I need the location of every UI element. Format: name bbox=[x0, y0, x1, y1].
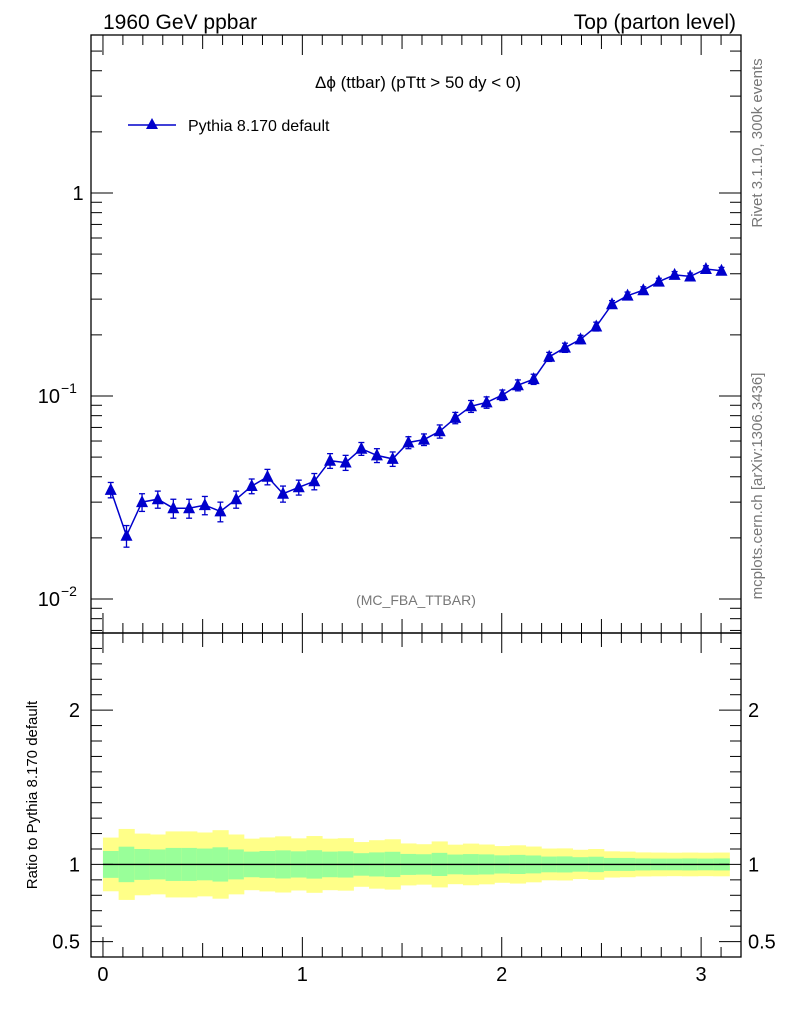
data-point bbox=[308, 474, 321, 487]
header-right-label: Top (parton level) bbox=[574, 11, 736, 34]
data-point bbox=[668, 267, 681, 280]
data-point bbox=[511, 378, 524, 391]
data-point bbox=[183, 501, 196, 514]
data-point bbox=[652, 274, 665, 287]
ratio-y-tick-label-right: 0.5 bbox=[748, 932, 776, 954]
data-point bbox=[230, 492, 243, 505]
legend-label: Pythia 8.170 default bbox=[188, 118, 330, 135]
data-point bbox=[605, 297, 618, 310]
plot-title: Δϕ (ttbar) (pTtt > 50 dy < 0) bbox=[315, 73, 521, 92]
mcplots-label: mcplots.cern.ch [arXiv:1306.3436] bbox=[749, 373, 766, 600]
data-point bbox=[465, 399, 478, 412]
ratio-plot-panel: 0.5 0.5 1 1 2 2 0 1 2 3 Ratio to Pythia 8.170 def… bbox=[24, 632, 776, 986]
data-point bbox=[480, 395, 493, 408]
data-point bbox=[370, 448, 383, 461]
data-point bbox=[120, 528, 133, 541]
y-tick-label: 10 bbox=[38, 386, 60, 408]
rivet-version-label: Rivet 3.1.10, 300k events bbox=[749, 58, 766, 227]
data-point bbox=[621, 288, 634, 301]
data-point bbox=[527, 372, 540, 385]
ratio-frame bbox=[90, 632, 742, 958]
data-point bbox=[574, 332, 587, 345]
y-tick-label: 10 bbox=[38, 589, 60, 611]
y-tick-label-exponent: −1 bbox=[61, 380, 77, 396]
data-point bbox=[261, 469, 274, 482]
data-point bbox=[543, 349, 556, 362]
data-point bbox=[339, 455, 352, 468]
y-tick-label-exponent: −2 bbox=[61, 583, 77, 599]
ratio-plot-axes: 0.5 0.5 1 1 2 2 0 1 2 3 bbox=[52, 632, 776, 986]
data-point bbox=[684, 269, 697, 282]
data-point bbox=[104, 482, 117, 495]
data-point bbox=[292, 480, 305, 493]
main-plot-panel: 10 −210 −11 Δϕ (ttbar) (pTtt > 50 dy < 0) … bbox=[38, 34, 742, 634]
analysis-label: (MC_FBA_TTBAR) bbox=[356, 592, 476, 608]
data-point bbox=[386, 451, 399, 464]
data-point bbox=[590, 319, 603, 332]
data-point bbox=[715, 263, 728, 276]
data-point bbox=[136, 495, 149, 508]
x-tick-label: 0 bbox=[97, 964, 108, 986]
ratio-y-tick-label-right: 1 bbox=[748, 854, 759, 876]
ratio-ylabel: Ratio to Pythia 8.170 default bbox=[24, 700, 41, 889]
data-point bbox=[355, 441, 368, 454]
header-left-label: 1960 GeV ppbar bbox=[103, 11, 257, 34]
data-point bbox=[402, 435, 415, 448]
series-line bbox=[109, 268, 722, 538]
data-point bbox=[637, 283, 650, 296]
x-tick-label: 2 bbox=[496, 964, 507, 986]
ratio-y-tick-label: 1 bbox=[69, 854, 80, 876]
data-point bbox=[277, 486, 290, 499]
data-point bbox=[151, 492, 164, 505]
data-point bbox=[167, 501, 180, 514]
data-point bbox=[324, 453, 337, 466]
data-point bbox=[198, 498, 211, 511]
x-tick-label: 3 bbox=[696, 964, 707, 986]
legend-triangle-marker-icon bbox=[146, 118, 158, 129]
data-point bbox=[449, 410, 462, 423]
legend: Pythia 8.170 default bbox=[128, 118, 330, 135]
data-point bbox=[558, 340, 571, 353]
main-plot-series bbox=[104, 262, 728, 548]
data-point bbox=[214, 504, 227, 517]
data-point bbox=[433, 424, 446, 437]
x-tick-label: 1 bbox=[297, 964, 308, 986]
data-point bbox=[245, 479, 258, 492]
data-point bbox=[699, 262, 712, 275]
ratio-y-tick-label: 0.5 bbox=[52, 932, 80, 954]
ratio-y-tick-label-right: 2 bbox=[748, 700, 759, 722]
data-point bbox=[496, 388, 509, 401]
ratio-uncertainty-bands bbox=[102, 828, 730, 900]
data-point bbox=[417, 432, 430, 445]
y-tick-label: 1 bbox=[72, 183, 83, 205]
ratio-y-tick-label: 2 bbox=[69, 700, 80, 722]
